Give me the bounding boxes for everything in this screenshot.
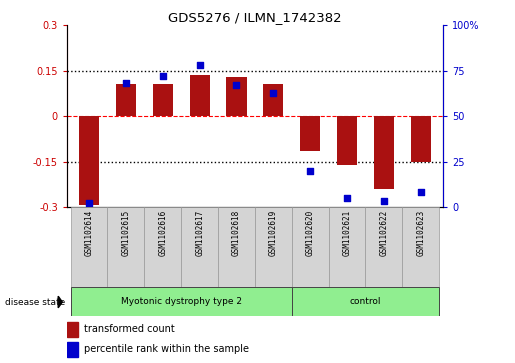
Bar <box>71 207 108 287</box>
Bar <box>227 77 247 116</box>
Bar <box>67 342 78 357</box>
Bar <box>190 75 210 116</box>
Text: control: control <box>350 297 381 306</box>
Text: GSM1102621: GSM1102621 <box>342 209 352 256</box>
Bar <box>374 116 394 189</box>
Text: GSM1102622: GSM1102622 <box>380 209 388 256</box>
Polygon shape <box>58 296 62 308</box>
Point <box>343 195 351 201</box>
Point <box>122 81 130 86</box>
Bar <box>292 207 329 287</box>
Point <box>159 73 167 79</box>
Bar <box>410 116 431 162</box>
Text: disease state: disease state <box>5 298 65 306</box>
Text: GSM1102617: GSM1102617 <box>195 209 204 256</box>
Bar <box>67 322 78 337</box>
Text: GSM1102619: GSM1102619 <box>269 209 278 256</box>
Text: percentile rank within the sample: percentile rank within the sample <box>84 344 249 354</box>
Point <box>232 82 241 88</box>
Title: GDS5276 / ILMN_1742382: GDS5276 / ILMN_1742382 <box>168 11 342 24</box>
Point <box>417 189 425 195</box>
Bar <box>292 287 439 316</box>
Bar <box>366 207 402 287</box>
Bar <box>144 207 181 287</box>
Bar <box>152 84 173 116</box>
Bar <box>181 207 218 287</box>
Text: GSM1102623: GSM1102623 <box>416 209 425 256</box>
Bar <box>218 207 255 287</box>
Point <box>306 168 314 174</box>
Text: GSM1102614: GSM1102614 <box>84 209 94 256</box>
Bar <box>116 84 136 116</box>
Bar <box>300 116 320 151</box>
Text: Myotonic dystrophy type 2: Myotonic dystrophy type 2 <box>121 297 242 306</box>
Point <box>269 90 278 95</box>
Bar <box>71 287 292 316</box>
Text: GSM1102618: GSM1102618 <box>232 209 241 256</box>
Bar <box>108 207 144 287</box>
Point <box>196 62 204 68</box>
Bar <box>337 116 357 164</box>
Bar <box>263 84 283 116</box>
Point <box>380 199 388 204</box>
Bar <box>255 207 292 287</box>
Bar <box>79 116 99 205</box>
Text: GSM1102616: GSM1102616 <box>158 209 167 256</box>
Text: GSM1102620: GSM1102620 <box>306 209 315 256</box>
Bar <box>402 207 439 287</box>
Text: transformed count: transformed count <box>84 325 175 334</box>
Text: GSM1102615: GSM1102615 <box>122 209 130 256</box>
Point <box>85 200 93 206</box>
Bar <box>329 207 366 287</box>
